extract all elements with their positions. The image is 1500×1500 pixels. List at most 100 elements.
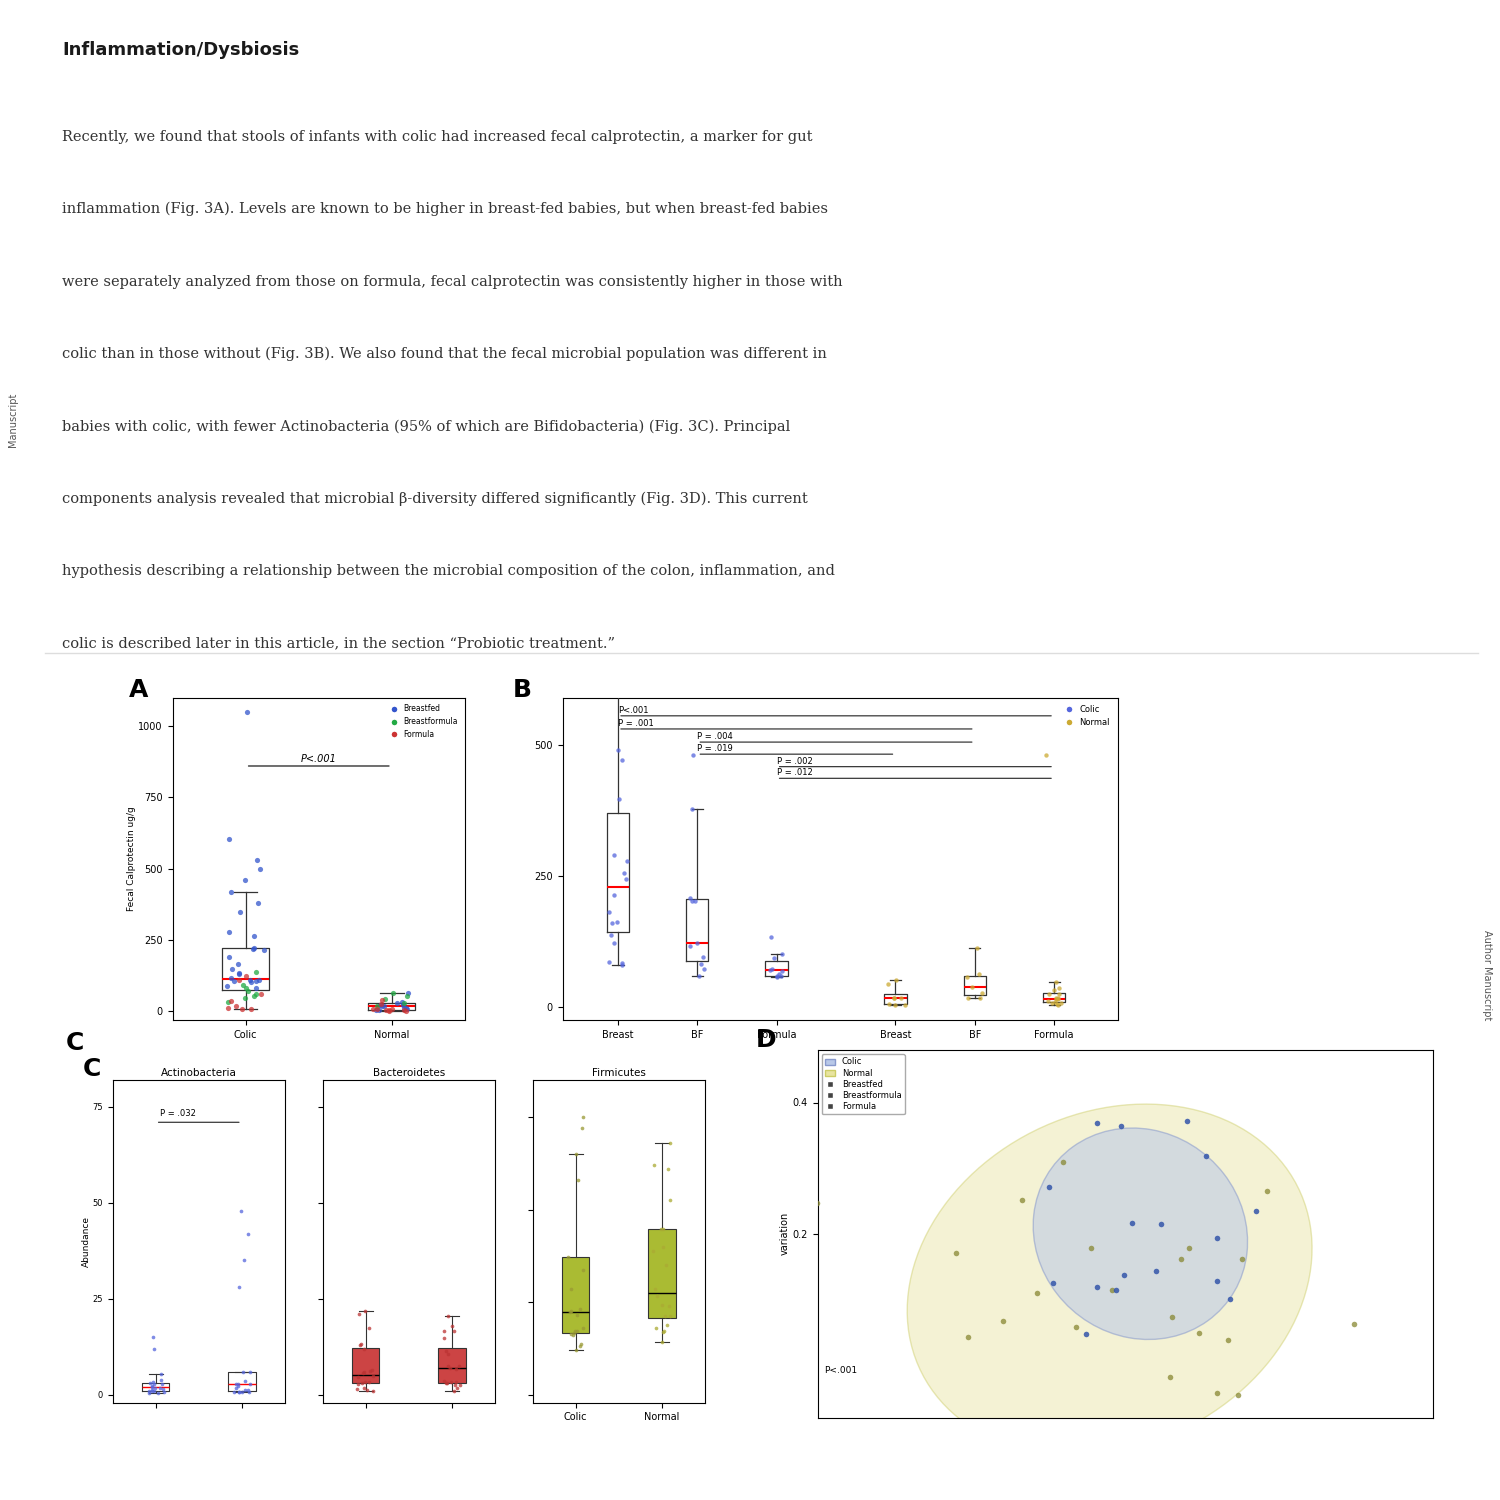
Point — [1038, 982, 1062, 1006]
Point — [147, 1376, 171, 1400]
Point — [150, 1372, 174, 1396]
Point — [1218, 1287, 1242, 1311]
Text: P = .032: P = .032 — [160, 1110, 196, 1119]
Point — [226, 962, 251, 986]
Point — [1042, 978, 1066, 1002]
Point — [642, 1154, 666, 1178]
Point — [362, 1365, 386, 1389]
Point — [362, 998, 386, 1022]
Point — [992, 1310, 1016, 1334]
Point — [244, 975, 268, 999]
Point — [600, 910, 624, 934]
Title: Bacteroidetes: Bacteroidetes — [372, 1068, 446, 1078]
Point — [688, 952, 712, 976]
Point — [1046, 993, 1070, 1017]
Point — [444, 1358, 468, 1382]
Point — [651, 1216, 675, 1240]
Legend: Colic, Normal, Breastfed, Breastformula, Formula: Colic, Normal, Breastfed, Breastformula,… — [822, 1054, 904, 1114]
Point — [768, 962, 792, 986]
Point — [217, 827, 242, 850]
Point — [956, 986, 980, 1010]
Point — [570, 1116, 594, 1140]
Point — [572, 1106, 596, 1130]
Point — [141, 1370, 165, 1394]
Point — [244, 847, 268, 871]
Point — [765, 964, 789, 988]
Title: Firmicutes: Firmicutes — [592, 1068, 645, 1078]
Point — [759, 926, 783, 950]
Point — [243, 936, 267, 960]
Ellipse shape — [908, 1104, 1312, 1455]
Point — [572, 1317, 596, 1341]
Point — [562, 1318, 586, 1342]
Point — [1245, 1198, 1269, 1222]
Point — [762, 946, 786, 970]
Point — [765, 966, 789, 990]
Point — [687, 964, 711, 988]
Point — [1084, 1110, 1108, 1134]
Point — [684, 930, 708, 954]
PathPatch shape — [562, 1257, 590, 1334]
Point — [226, 1380, 251, 1404]
Point — [230, 1380, 254, 1404]
Point — [1108, 1113, 1132, 1137]
PathPatch shape — [352, 1348, 380, 1383]
Point — [614, 867, 638, 891]
Point — [231, 1359, 255, 1383]
Point — [890, 986, 914, 1010]
Point — [357, 1370, 381, 1394]
Point — [597, 900, 621, 924]
Point — [572, 1054, 596, 1078]
Point — [392, 992, 416, 1016]
Point — [1178, 1236, 1202, 1260]
Point — [236, 1378, 260, 1402]
Point — [561, 1323, 585, 1347]
Text: P = .001: P = .001 — [618, 718, 654, 728]
Point — [1047, 976, 1071, 1000]
Point — [436, 1354, 460, 1378]
Point — [249, 981, 273, 1005]
Point — [770, 942, 794, 966]
Point — [219, 988, 243, 1012]
Point — [652, 1304, 676, 1328]
Point — [570, 1258, 594, 1282]
Point — [960, 975, 984, 999]
Point — [760, 957, 784, 981]
Point — [433, 1340, 457, 1364]
Point — [568, 1332, 592, 1356]
Point — [609, 952, 633, 976]
Point — [1048, 992, 1072, 1016]
Point — [345, 1377, 369, 1401]
Point — [610, 951, 634, 975]
Point — [438, 1356, 462, 1380]
Text: hypothesis describing a relationship between the microbial composition of the co: hypothesis describing a relationship bet… — [62, 564, 836, 579]
Point — [968, 986, 992, 1010]
Point — [234, 976, 258, 1000]
Point — [232, 1248, 256, 1272]
Point — [238, 970, 262, 994]
Text: P = .002: P = .002 — [777, 756, 813, 765]
Point — [1144, 1260, 1168, 1284]
Point — [1040, 990, 1064, 1014]
Point — [216, 990, 240, 1014]
Point — [560, 1299, 584, 1323]
Point — [346, 1365, 370, 1389]
Point — [560, 1322, 584, 1346]
Point — [447, 1353, 471, 1377]
Point — [435, 1371, 459, 1395]
Point — [351, 1362, 375, 1386]
Point — [1036, 988, 1060, 1012]
Point — [350, 1332, 374, 1356]
Point — [234, 1378, 258, 1402]
Point — [1046, 987, 1070, 1011]
Point — [658, 1188, 682, 1212]
Point — [882, 986, 906, 1010]
Point — [562, 1322, 586, 1346]
Text: were separately analyzed from those on formula, fecal calprotectin was consisten: were separately analyzed from those on f… — [62, 274, 843, 288]
PathPatch shape — [648, 1228, 675, 1318]
Point — [1042, 990, 1066, 1014]
Point — [1078, 1236, 1102, 1260]
Point — [1204, 1227, 1228, 1251]
Point — [237, 1360, 261, 1384]
Point — [224, 1376, 248, 1400]
